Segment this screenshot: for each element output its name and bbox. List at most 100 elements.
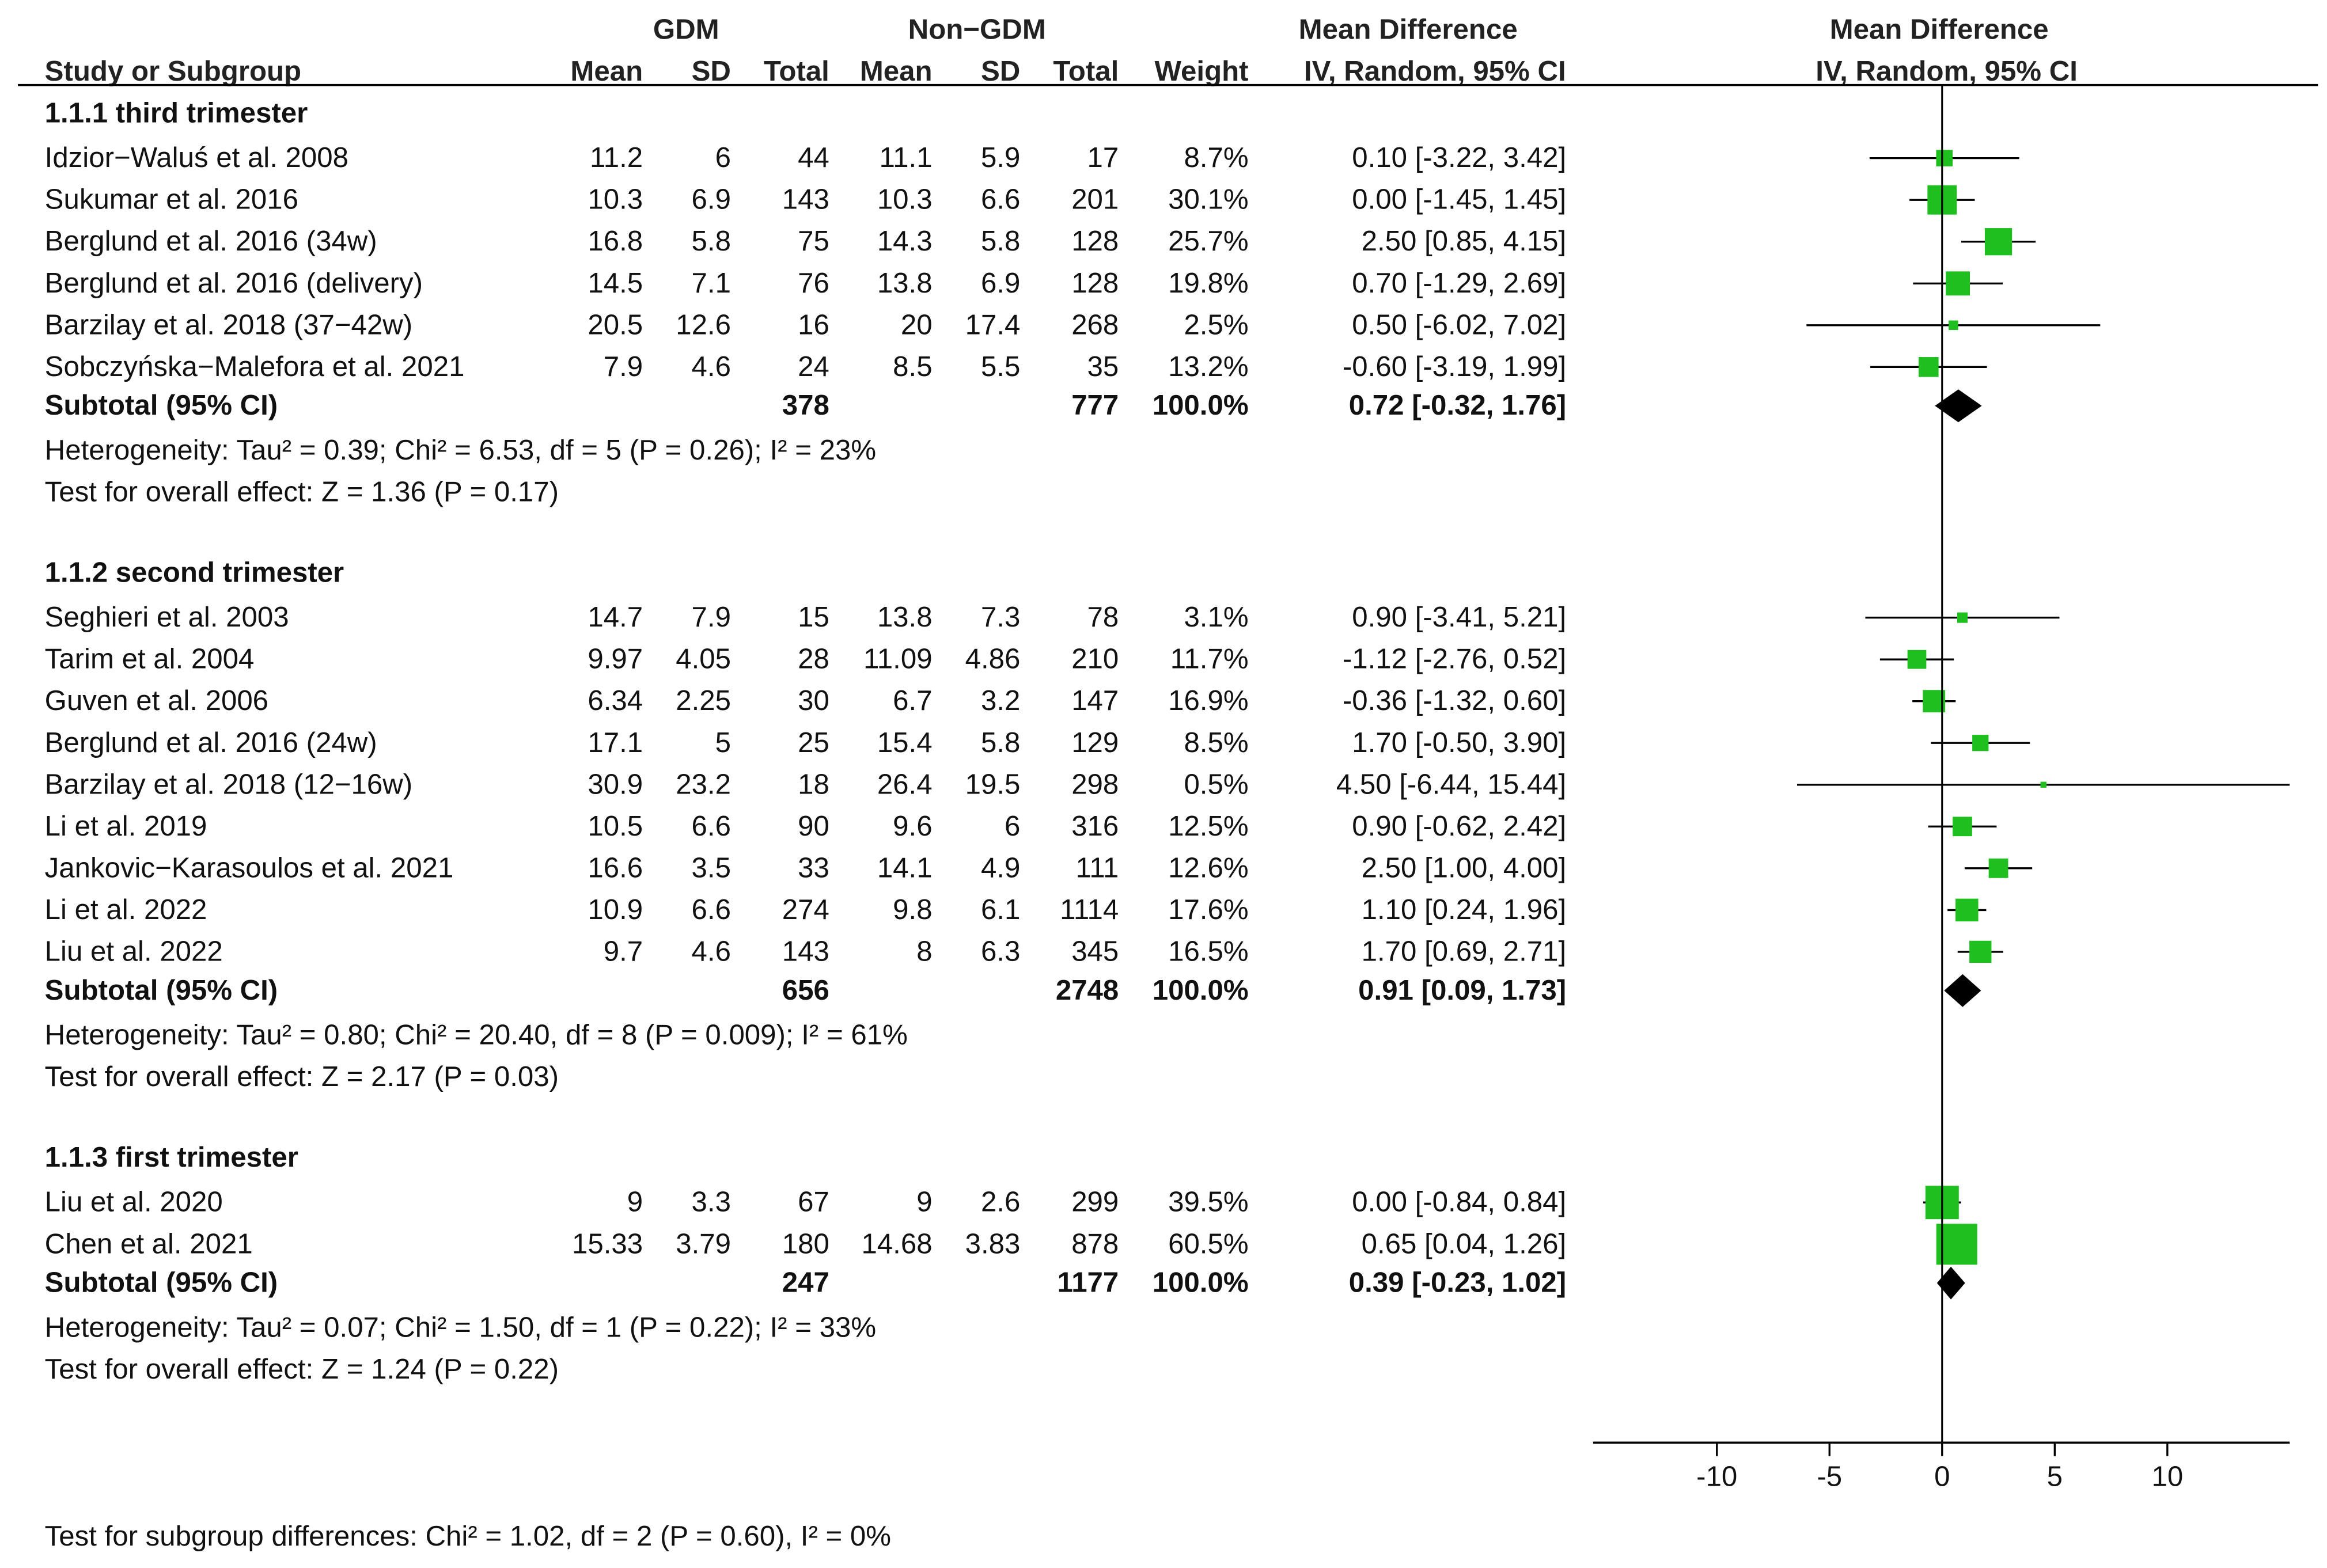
subtotal-label: Subtotal (95% CI) bbox=[45, 389, 278, 421]
weight: 17.6% bbox=[1168, 894, 1248, 925]
nongdm-total: 17 bbox=[1087, 142, 1119, 173]
gdm-mean: 14.5 bbox=[588, 267, 643, 299]
weight: 2.5% bbox=[1184, 309, 1248, 340]
weight: 8.7% bbox=[1184, 142, 1248, 173]
weight: 11.7% bbox=[1170, 643, 1249, 675]
nongdm-total: 35 bbox=[1087, 351, 1119, 382]
group2-header: Non−GDM bbox=[908, 13, 1046, 45]
table-row: Sukumar et al. 2016 10.3 6.9 143 10.3 6.6 201 3… bbox=[45, 184, 1566, 215]
gdm-sd: 2.25 bbox=[676, 685, 731, 716]
nongdm-mean: 10.3 bbox=[877, 184, 933, 215]
study-point bbox=[1946, 271, 1970, 296]
subgroup-section: 1.1.1 third trimester Idzior−Waluś et al.… bbox=[45, 97, 1566, 507]
gdm-total: 67 bbox=[798, 1186, 829, 1218]
subgroup-section: 1.1.2 second trimester Seghieri et al. 20… bbox=[45, 556, 1566, 1092]
nongdm-sd: 6 bbox=[1005, 810, 1020, 842]
nongdm-total: 316 bbox=[1071, 810, 1119, 842]
gdm-total: 44 bbox=[798, 142, 829, 173]
table-row: Berglund et al. 2016 (34w) 16.8 5.8 75 14.3 5… bbox=[45, 225, 1566, 257]
study-point bbox=[1936, 150, 1953, 166]
nongdm-sd: 5.8 bbox=[981, 727, 1020, 758]
nongdm-total: 78 bbox=[1087, 601, 1119, 633]
gdm-mean: 9 bbox=[627, 1186, 643, 1218]
mean-difference-ci: 1.70 [-0.50, 3.90] bbox=[1352, 727, 1566, 758]
md-text-header: Mean Difference bbox=[1299, 13, 1518, 45]
gdm-total: 24 bbox=[798, 351, 829, 382]
nongdm-total: 345 bbox=[1071, 935, 1119, 967]
nongdm-mean: 6.7 bbox=[893, 685, 932, 716]
gdm-mean: 10.9 bbox=[588, 894, 643, 925]
table-row: Liu et al. 2020 9 3.3 67 9 2.6 299 39.5% 0.00 [-… bbox=[45, 1186, 1566, 1218]
subtotal-ci: 0.39 [-0.23, 1.02] bbox=[1349, 1267, 1566, 1299]
col-study-header: Study or Subgroup bbox=[45, 55, 301, 87]
subtotal-gdm-total: 656 bbox=[782, 974, 829, 1006]
nongdm-mean: 14.1 bbox=[877, 852, 933, 883]
md-plot-header: Mean Difference bbox=[1830, 13, 2049, 45]
weight: 8.5% bbox=[1184, 727, 1248, 758]
table-row: Liu et al. 2022 9.7 4.6 143 8 6.3 345 16.5% 1.70… bbox=[45, 935, 1566, 967]
table-row: Barzilay et al. 2018 (12−16w) 30.9 23.2 18 2… bbox=[45, 768, 1566, 800]
gdm-sd: 3.3 bbox=[692, 1186, 731, 1218]
x-tick-label: 10 bbox=[2151, 1460, 2183, 1492]
gdm-sd: 6 bbox=[715, 142, 731, 173]
nongdm-sd: 17.4 bbox=[965, 309, 1021, 340]
nongdm-mean: 26.4 bbox=[877, 768, 933, 800]
heterogeneity-text: Heterogeneity: Tau² = 0.07; Chi² = 1.50,… bbox=[45, 1311, 876, 1343]
gdm-total: 274 bbox=[782, 894, 829, 925]
table-row: Li et al. 2019 10.5 6.6 90 9.6 6 316 12.5% 0.90 … bbox=[45, 810, 1566, 842]
nongdm-mean: 20 bbox=[901, 309, 933, 340]
study-point bbox=[1984, 228, 2013, 256]
mean-difference-ci: 2.50 [0.85, 4.15] bbox=[1362, 225, 1567, 257]
nongdm-mean: 14.3 bbox=[877, 225, 933, 257]
weight: 39.5% bbox=[1168, 1186, 1248, 1218]
gdm-mean: 20.5 bbox=[588, 309, 643, 340]
weight: 12.5% bbox=[1168, 810, 1248, 842]
subtotal-nongdm-total: 1177 bbox=[1058, 1267, 1119, 1299]
gdm-mean: 16.8 bbox=[588, 225, 643, 257]
study-point bbox=[1972, 735, 1989, 751]
weight: 25.7% bbox=[1168, 225, 1248, 257]
gdm-sd: 7.1 bbox=[692, 267, 731, 299]
gdm-sd: 7.9 bbox=[692, 601, 731, 633]
subtotal-ci: 0.72 [-0.32, 1.76] bbox=[1349, 389, 1566, 421]
study-name: Sobczyńska−Malefora et al. 2021 bbox=[45, 351, 465, 382]
study-name: Liu et al. 2022 bbox=[45, 935, 223, 967]
study-name: Li et al. 2019 bbox=[45, 810, 207, 842]
nongdm-sd: 2.6 bbox=[981, 1186, 1020, 1218]
gdm-total: 18 bbox=[798, 768, 829, 800]
table-row: Jankovic−Karasoulos et al. 2021 16.6 3.5 33… bbox=[45, 852, 1566, 883]
forest-marks bbox=[1797, 150, 2290, 1300]
study-point bbox=[1907, 650, 1927, 669]
nongdm-sd: 3.83 bbox=[965, 1228, 1021, 1259]
col-sd1-header: SD bbox=[692, 55, 731, 87]
subtotal-diamond bbox=[1936, 1266, 1965, 1300]
table-row: Berglund et al. 2016 (24w) 17.1 5 25 15.4 5.8… bbox=[45, 727, 1566, 758]
nongdm-sd: 6.6 bbox=[981, 184, 1020, 215]
overall-effect-text: Test for overall effect: Z = 2.17 (P = 0… bbox=[45, 1061, 559, 1092]
nongdm-mean: 14.68 bbox=[861, 1228, 932, 1259]
subtotal-diamond bbox=[1944, 974, 1981, 1007]
gdm-mean: 16.6 bbox=[588, 852, 643, 883]
nongdm-mean: 15.4 bbox=[877, 727, 933, 758]
nongdm-total: 111 bbox=[1075, 852, 1119, 883]
gdm-sd: 12.6 bbox=[676, 309, 731, 340]
study-point bbox=[1955, 898, 1979, 922]
gdm-mean: 15.33 bbox=[572, 1228, 643, 1259]
study-point bbox=[1957, 612, 1968, 623]
table-row: Idzior−Waluś et al. 2008 11.2 6 44 11.1 5.9 17… bbox=[45, 142, 1566, 173]
col-mean2-header: Mean bbox=[860, 55, 933, 87]
subgroup-differences-test: Test for subgroup differences: Chi² = 1.… bbox=[45, 1520, 891, 1552]
nongdm-total: 128 bbox=[1071, 225, 1119, 257]
mean-difference-ci: 0.90 [-0.62, 2.42] bbox=[1352, 810, 1566, 842]
nongdm-total: 268 bbox=[1071, 309, 1119, 340]
weight: 3.1% bbox=[1184, 601, 1248, 633]
col-total1-header: Total bbox=[764, 55, 829, 87]
subtotal-row: Subtotal (95% CI) 656 2748 100.0% 0.91 [0.09… bbox=[45, 974, 1566, 1006]
subtotal-label: Subtotal (95% CI) bbox=[45, 974, 278, 1006]
nongdm-total: 147 bbox=[1071, 685, 1119, 716]
gdm-sd: 3.5 bbox=[692, 852, 731, 883]
gdm-total: 76 bbox=[798, 267, 829, 299]
nongdm-total: 129 bbox=[1071, 727, 1119, 758]
mean-difference-ci: 1.70 [0.69, 2.71] bbox=[1362, 935, 1567, 967]
